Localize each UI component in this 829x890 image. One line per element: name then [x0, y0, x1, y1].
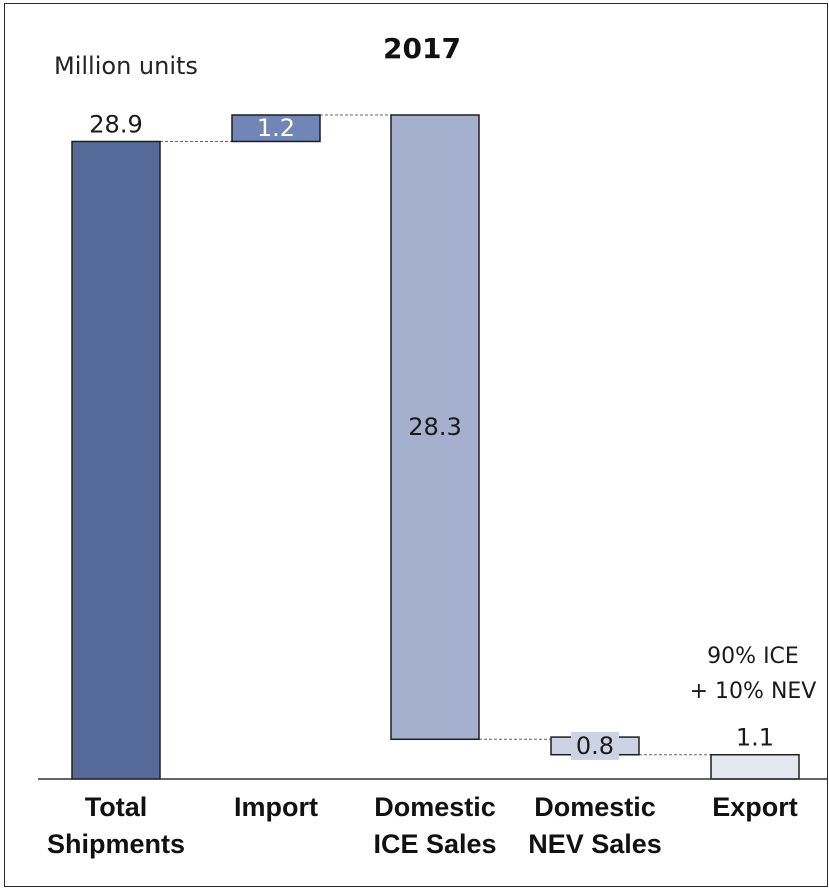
category-label-group: Total Shipments Import Domestic ICE Sales Dom… [47, 792, 798, 859]
value-label-export: 1.1 [736, 724, 774, 752]
value-label-group: 28.9 1.2 28.3 0.8 1.1 [89, 110, 774, 760]
category-label-domestic-ice-sales-line-1: Domestic [374, 792, 496, 822]
value-label-total-shipments: 28.9 [89, 110, 142, 138]
bar-total-shipments [71, 140, 161, 780]
bar-import [231, 114, 321, 143]
value-label-background-domestic-nev-sales [571, 731, 619, 760]
category-label-total-shipments-line-1: Total [85, 792, 148, 822]
export-annotation-line-1: 90% ICE [707, 644, 799, 669]
export-annotation-line-2: + 10% NEV [690, 679, 817, 704]
connector-lines [160, 114, 711, 756]
value-label-domestic-ice-sales: 28.3 [408, 413, 461, 441]
category-label-total-shipments-line-2: Shipments [47, 829, 185, 859]
category-label-domestic-nev-sales-line-1: Domestic [534, 792, 656, 822]
unit-label: Million units [54, 52, 198, 80]
category-label-domestic-nev-sales-line-2: NEV Sales [528, 829, 662, 859]
bar-group [71, 114, 800, 780]
value-label-import: 1.2 [257, 114, 295, 142]
bar-domestic-ice-sales [390, 114, 480, 741]
category-label-export-line-1: Export [712, 792, 798, 822]
bar-export [710, 753, 800, 780]
category-label-domestic-ice-sales-line-2: ICE Sales [373, 829, 496, 859]
value-label-domestic-nev-sales: 0.8 [576, 732, 614, 760]
chart-title: 2017 [383, 32, 461, 65]
category-label-import-line-1: Import [234, 792, 318, 822]
